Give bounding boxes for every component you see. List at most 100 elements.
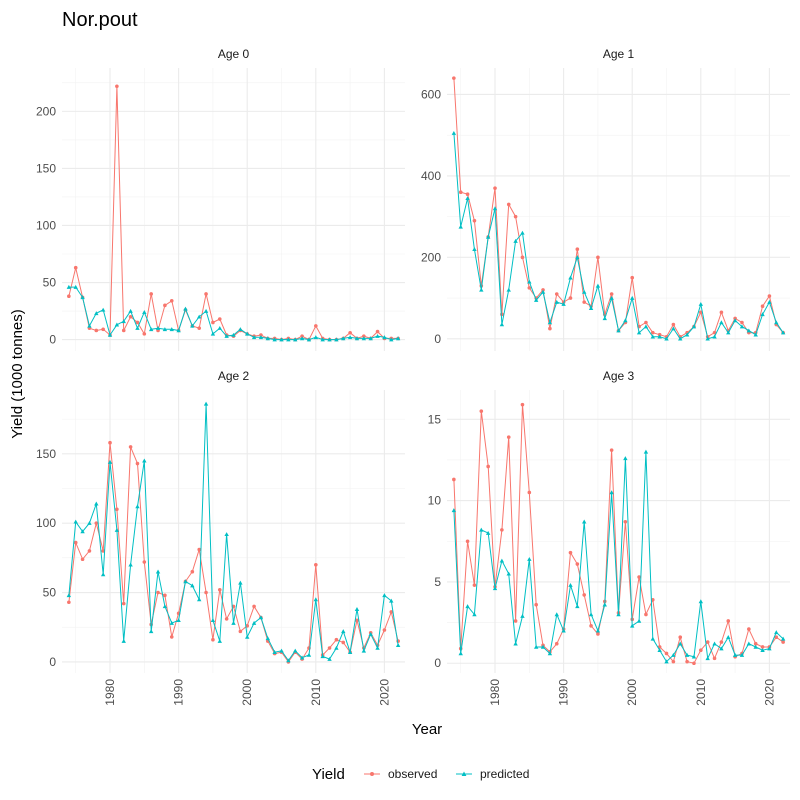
data-point-predicted <box>224 532 229 537</box>
panel-strip-label: Age 3 <box>603 369 635 383</box>
data-point-predicted <box>554 612 559 617</box>
x-tick-label: 2000 <box>625 679 639 706</box>
data-point-predicted <box>347 649 353 654</box>
data-point-predicted <box>231 620 236 625</box>
data-point-observed <box>726 619 731 623</box>
data-point-predicted <box>368 631 373 636</box>
y-tick-label: 400 <box>421 169 441 183</box>
data-point-predicted <box>712 641 717 646</box>
data-point-observed <box>375 329 380 334</box>
y-tick-label: 200 <box>36 104 56 118</box>
data-point-predicted <box>128 308 133 313</box>
data-point-observed <box>121 601 126 606</box>
y-tick-label: 0 <box>434 656 441 670</box>
data-point-predicted <box>334 337 339 342</box>
data-point-predicted <box>684 652 690 657</box>
data-point-predicted <box>272 337 277 342</box>
data-point-predicted <box>568 275 573 280</box>
data-point-predicted <box>561 301 566 306</box>
data-point-predicted <box>231 332 236 337</box>
data-point-predicted <box>705 336 710 341</box>
data-point-predicted <box>657 648 662 652</box>
data-point-predicted <box>630 623 635 628</box>
data-point-observed <box>465 539 470 544</box>
data-point-predicted <box>540 644 546 649</box>
y-tick-label: 600 <box>421 87 441 101</box>
legend-title: Yield <box>312 766 345 783</box>
data-point-predicted <box>753 332 758 337</box>
data-point-predicted <box>513 238 518 243</box>
data-point-observed <box>128 314 133 319</box>
data-point-observed <box>520 402 525 407</box>
data-point-observed <box>334 637 339 642</box>
data-point-observed <box>637 575 641 579</box>
data-point-predicted <box>265 636 270 641</box>
data-point-predicted <box>306 337 312 342</box>
data-point-predicted <box>279 337 284 342</box>
data-point-observed <box>568 550 573 555</box>
data-point-predicted <box>691 654 697 659</box>
legend-items: observed predicted <box>364 767 529 781</box>
data-point-predicted <box>643 324 649 329</box>
data-point-predicted <box>746 641 752 646</box>
data-point-predicted <box>169 327 174 332</box>
data-point-predicted <box>451 130 457 135</box>
data-point-predicted <box>499 322 505 327</box>
data-point-predicted <box>712 334 717 339</box>
data-point-predicted <box>94 311 99 316</box>
data-point-predicted <box>293 337 298 342</box>
data-point-predicted <box>251 620 257 625</box>
data-point-observed <box>781 640 785 644</box>
data-point-observed <box>149 292 153 296</box>
data-point-predicted <box>739 652 745 657</box>
x-tick-label: 1990 <box>172 679 186 706</box>
data-point-predicted <box>602 602 607 607</box>
data-point-predicted <box>753 644 758 649</box>
data-point-predicted <box>94 501 99 506</box>
x-tick-label: 2020 <box>377 679 391 706</box>
data-point-observed <box>479 409 484 413</box>
data-point-observed <box>224 617 229 621</box>
data-point-predicted <box>258 615 264 620</box>
data-point-predicted <box>623 318 628 323</box>
data-point-predicted <box>272 649 277 654</box>
data-point-predicted <box>705 656 710 661</box>
data-point-predicted <box>780 636 786 641</box>
y-tick-label: 100 <box>36 516 56 530</box>
data-point-predicted <box>609 490 614 495</box>
data-point-predicted <box>698 599 704 604</box>
data-point-observed <box>582 300 586 304</box>
data-point-observed <box>699 648 703 653</box>
data-point-predicted <box>190 583 195 588</box>
data-point-predicted <box>142 310 147 314</box>
data-point-predicted <box>719 646 724 651</box>
data-point-predicted <box>313 335 319 340</box>
y-tick-label: 50 <box>43 586 57 600</box>
data-point-predicted <box>568 582 573 587</box>
data-point-observed <box>740 320 744 325</box>
data-point-observed <box>513 619 518 623</box>
data-point-observed <box>142 332 147 336</box>
data-point-predicted <box>197 314 202 319</box>
data-point-observed <box>211 637 215 642</box>
data-point-predicted <box>299 336 305 341</box>
data-point-predicted <box>767 299 772 304</box>
series-line-predicted <box>453 451 784 663</box>
data-point-predicted <box>320 337 325 342</box>
data-point-predicted <box>547 651 553 656</box>
y-tick-label: 10 <box>428 494 442 508</box>
data-point-predicted <box>382 335 387 340</box>
legend-item-predicted: predicted <box>456 767 529 781</box>
data-point-predicted <box>643 449 649 454</box>
data-point-observed <box>382 628 387 632</box>
data-point-predicted <box>395 336 401 341</box>
data-point-observed <box>108 440 112 445</box>
data-point-observed <box>115 84 119 89</box>
data-point-predicted <box>609 295 614 300</box>
data-point-observed <box>712 656 717 661</box>
data-point-predicted <box>114 527 120 532</box>
data-point-predicted <box>382 593 387 598</box>
panel-strip-label: Age 0 <box>218 47 250 61</box>
data-point-observed <box>169 298 174 303</box>
